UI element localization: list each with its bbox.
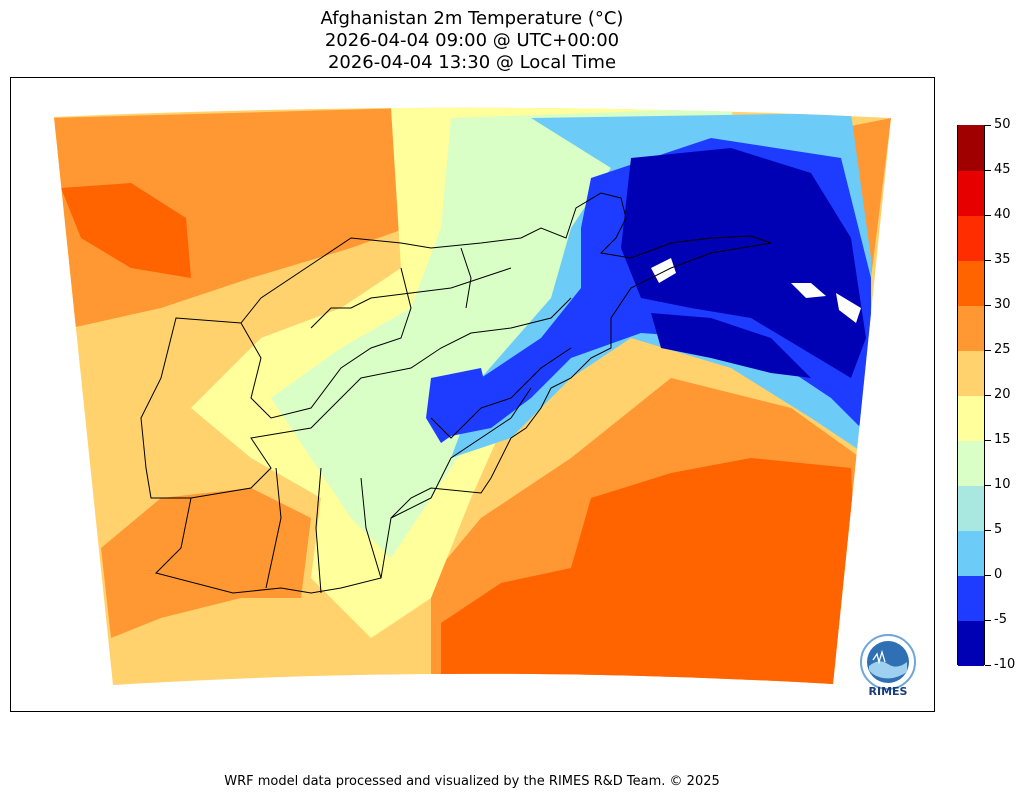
colorbar-tick (985, 350, 991, 351)
colorbar-tick (985, 485, 991, 486)
colorbar-tick (985, 530, 991, 531)
region-very-cold-ridge (651, 313, 811, 378)
colorbar-segment (958, 440, 984, 486)
rimes-logo: RIMES (855, 632, 921, 700)
colorbar-tick (985, 665, 991, 666)
colorbar-tick-label: 40 (994, 207, 1011, 222)
footer-credit: WRF model data processed and visualized … (224, 774, 720, 789)
colorbar-tick-label: 50 (994, 117, 1011, 132)
colorbar-segment (958, 395, 984, 441)
colorbar-tick (985, 395, 991, 396)
colorbar-tick (985, 575, 991, 576)
colorbar-tick-label: 25 (994, 342, 1011, 357)
utc-time: 2026-04-04 09:00 @ UTC+00:00 (324, 30, 620, 51)
temperature-map (54, 107, 891, 685)
colorbar-tick (985, 170, 991, 171)
colorbar-segment (958, 125, 984, 171)
map-frame (10, 77, 935, 712)
colorbar-segment (958, 620, 984, 666)
colorbar-segment (958, 485, 984, 531)
colorbar-tick (985, 620, 991, 621)
colorbar-tick-label: -5 (994, 612, 1007, 627)
colorbar-tick-label: 0 (994, 567, 1003, 582)
region-west-hot (61, 183, 191, 278)
colorbar-tick-label: 10 (994, 477, 1011, 492)
colorbar-tick-label: 45 (994, 162, 1011, 177)
colorbar-tick-label: 5 (994, 522, 1003, 537)
afghanistan-border (140, 192, 772, 594)
province-line-5 (310, 247, 512, 329)
region-southeast-hot (441, 458, 861, 685)
logo-text: RIMES (868, 685, 908, 698)
colorbar-tick-label: 20 (994, 387, 1011, 402)
colorbar-tick (985, 305, 991, 306)
colorbar-tick-label: 15 (994, 432, 1011, 447)
region-southwest (101, 488, 311, 638)
rimes-logo-icon (860, 634, 916, 690)
colorbar-segment (958, 350, 984, 396)
colorbar-tick (985, 125, 991, 126)
region-northwest (54, 108, 411, 328)
colorbar-tick-label: -10 (994, 657, 1016, 672)
region-very-cold-peaks (621, 148, 866, 378)
snow-patches (651, 258, 861, 323)
colorbar-segment (958, 305, 984, 351)
map-title: Afghanistan 2m Temperature (°C) (320, 8, 624, 29)
province-line-1 (190, 297, 572, 499)
colorbar-tick (985, 215, 991, 216)
country-borders (140, 192, 772, 594)
province-line-4 (390, 347, 572, 519)
colorbar-tick-label: 35 (994, 252, 1011, 267)
colorbar (957, 125, 985, 666)
region-cold-hindukush (426, 368, 491, 443)
colorbar-segment (958, 215, 984, 261)
province-line-2 (240, 267, 412, 419)
colorbar-segment (958, 575, 984, 621)
colorbar-tick-label: 30 (994, 297, 1011, 312)
colorbar-segment (958, 260, 984, 306)
colorbar-tick (985, 440, 991, 441)
colorbar-tick (985, 260, 991, 261)
colorbar-segment (958, 170, 984, 216)
colorbar-segment (958, 530, 984, 576)
local-time: 2026-04-04 13:30 @ Local Time (327, 52, 617, 73)
province-line-3 (265, 467, 382, 594)
